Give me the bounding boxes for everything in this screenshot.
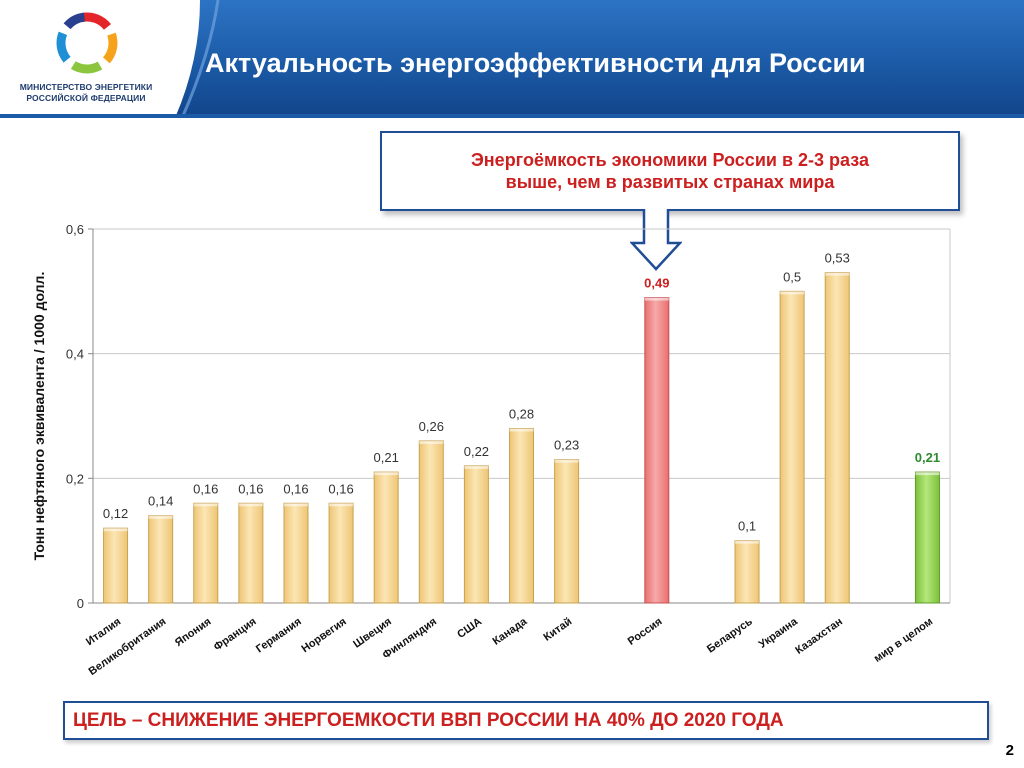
bar [283,502,309,604]
bar [824,272,850,604]
bar [463,465,489,604]
bar-cap [283,503,308,507]
data-label: 0,16 [283,481,308,496]
bar-cap [825,272,850,276]
bar-cap [464,465,489,469]
bar-cap [193,503,218,507]
x-tick-label: Норвегия [299,616,348,656]
data-label: 0,16 [238,481,263,496]
x-tick-label: мир в целом [872,616,935,665]
data-label: 0,53 [825,251,850,266]
data-label: 0,26 [419,419,444,434]
bar-cap [148,515,173,519]
slide-title: Актуальность энергоэффективности для Рос… [205,48,866,78]
bar [328,502,354,604]
data-label: 0,1 [738,519,756,534]
y-tick-label: 0,6 [66,222,84,237]
data-label: 0,14 [148,494,173,509]
ministry-name-line2: РОССИЙСКОЙ ФЕДЕРАЦИИ [26,93,146,103]
x-tick-label: Канада [491,615,530,648]
data-label: 0,21 [915,450,940,465]
bar [779,290,805,604]
bar-cap [103,528,128,532]
bar [193,502,219,604]
bar [509,427,534,604]
bar-cap [329,503,354,507]
ministry-name: МИНИСТЕРСТВО ЭНЕРГЕТИКИ РОССИЙСКОЙ ФЕДЕР… [6,82,166,104]
bar-cap [735,540,760,544]
data-label: 0,23 [554,438,579,453]
bar-cap [644,297,669,301]
energy-intensity-chart: 0 0,2 0,4 0,6 Тонн нефтяного эквивалента / 1… [31,222,951,678]
callout-line1: Энергоёмкость экономики России в 2-3 раз… [471,150,869,170]
bar-cap [419,440,444,444]
data-label: 0,28 [509,406,534,421]
x-tick-label: Япония [173,616,214,649]
bar [554,459,580,604]
y-tick-label: 0,4 [66,347,84,362]
bar [238,502,264,604]
x-tick-label: Казахстан [793,616,845,657]
x-tick-label: Швеция [351,616,394,651]
data-label: 0,16 [193,481,218,496]
bar [373,471,399,604]
bar [148,515,174,604]
data-label: 0,5 [783,269,801,284]
bar-cap [780,291,805,295]
x-tick-label: Франция [212,616,259,654]
data-label: 0,49 [644,276,669,291]
bar-cap [374,472,399,476]
bar [418,440,444,604]
bar-cap [554,459,579,463]
y-tick-label: 0,2 [66,471,84,486]
x-tick-label: Великобритания [87,616,169,678]
y-tick-label: 0 [77,596,84,611]
x-tick-label: Китай [541,616,574,644]
data-label: 0,16 [328,481,353,496]
callout-box: Энергоёмкость экономики России в 2-3 раз… [380,131,960,211]
bar [914,471,940,604]
x-tick-label: Германия [254,616,304,656]
data-label: 0,21 [374,450,399,465]
bar-cap [509,428,534,432]
bar [103,527,129,604]
ministry-name-line1: МИНИСТЕРСТВО ЭНЕРГЕТИКИ [19,82,153,92]
x-tick-label: Беларусь [705,615,755,655]
callout-arrow-icon [630,209,682,271]
bar-cap [238,503,263,507]
page-number: 2 [1005,742,1014,759]
data-label: 0,22 [464,444,489,459]
ministry-logo [56,12,118,74]
goal-banner: ЦЕЛЬ – СНИЖЕНИЕ ЭНЕРГОЕМКОСТИ ВВП РОССИИ… [63,701,989,740]
bar [734,540,760,604]
data-label: 0,12 [103,506,128,521]
bar [644,297,670,604]
bar-cap [915,472,940,476]
x-tick-label: Россия [626,616,665,648]
header-band [0,0,1024,118]
x-tick-label: Италия [84,616,123,649]
y-axis-label: Тонн нефтяного эквивалента / 1000 долл. [31,272,47,561]
callout-line2: выше, чем в развитых странах мира [505,172,835,192]
x-tick-label: США [455,616,484,641]
